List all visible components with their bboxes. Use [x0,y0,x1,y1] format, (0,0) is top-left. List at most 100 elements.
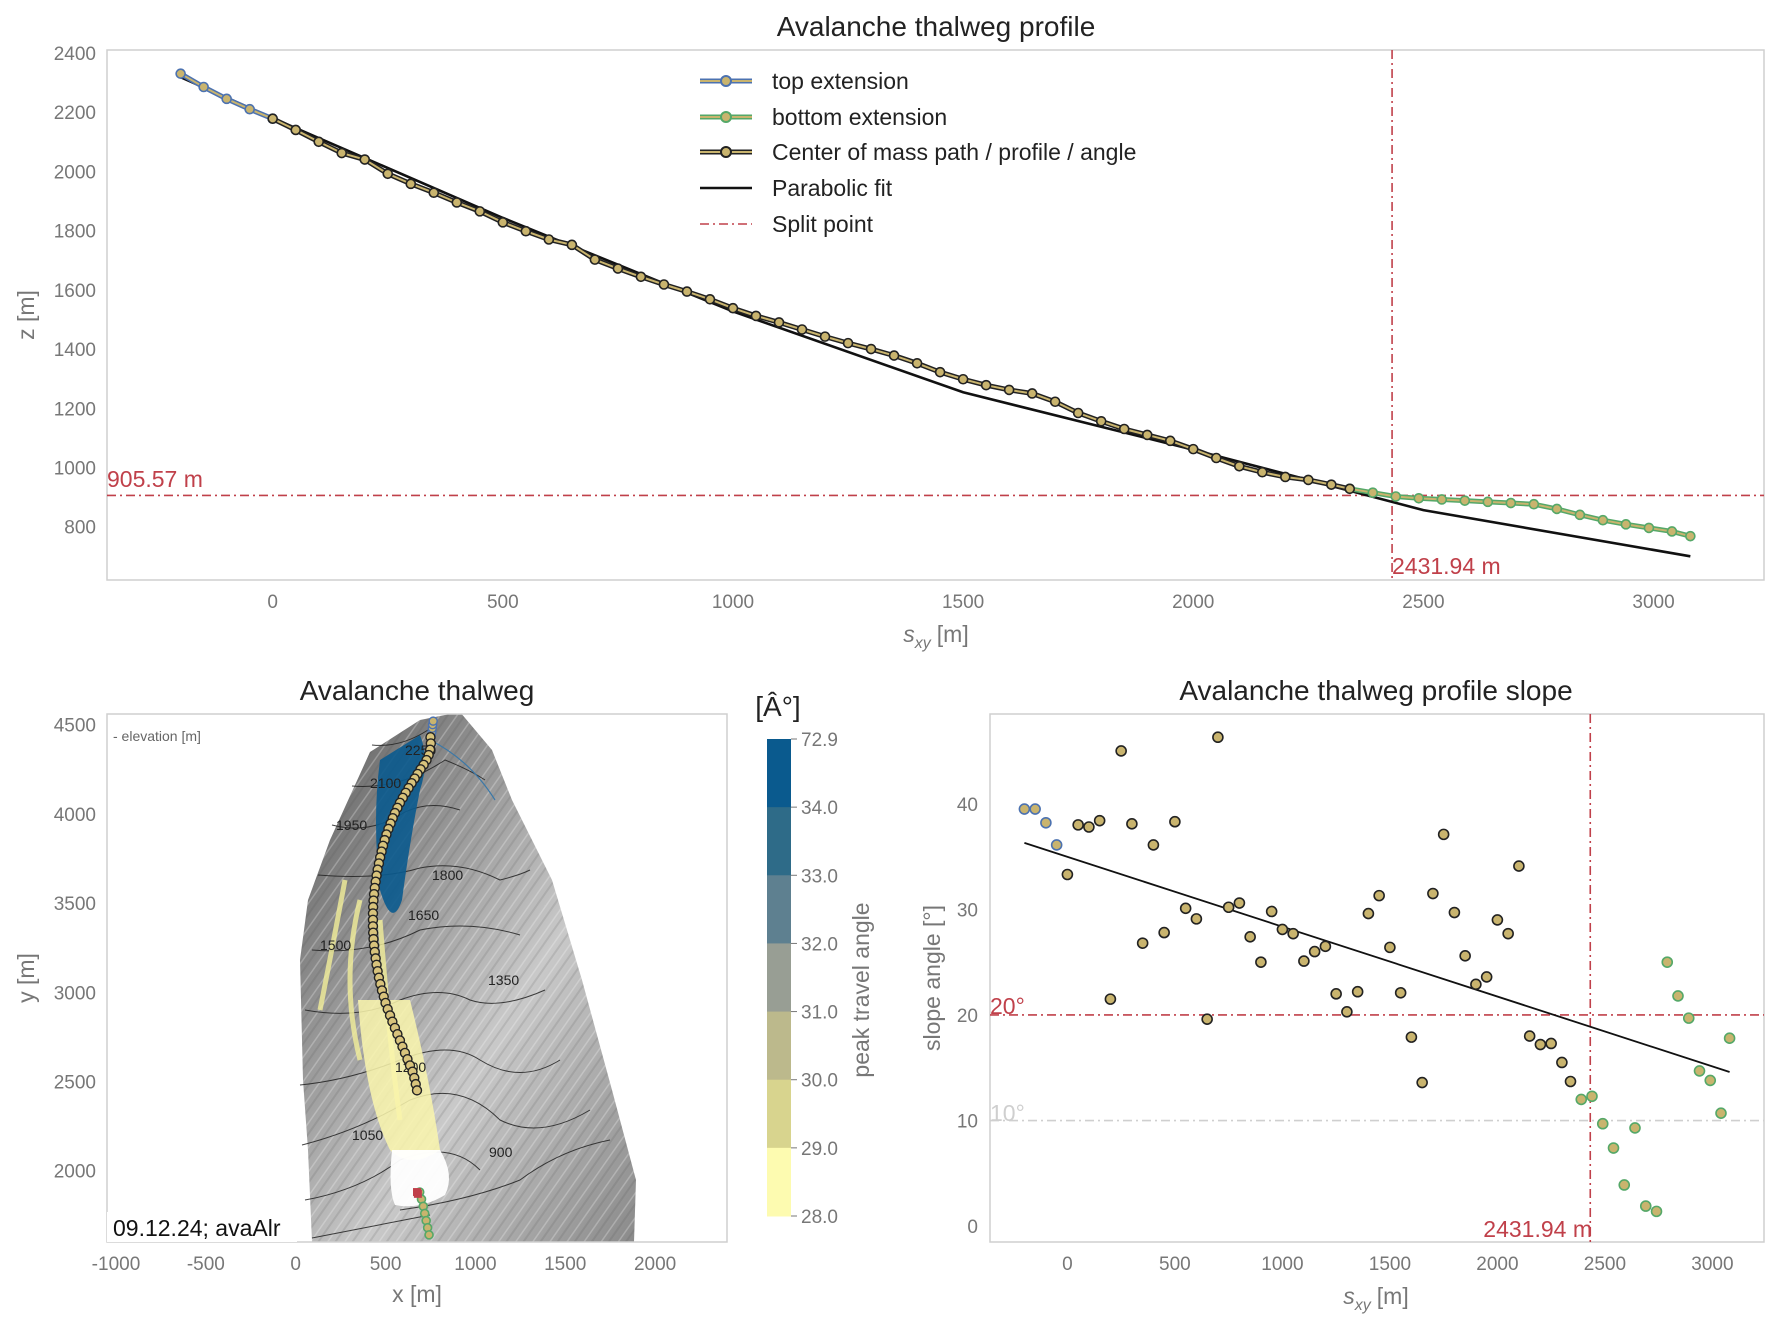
series-0-point-3 [244,103,255,115]
series-2-point-42 [1233,461,1245,472]
profile-x-tick-2: 1000 [712,592,754,613]
series-2-point-29 [934,366,946,378]
series-1-point-3 [1413,492,1425,504]
colorbar-segment-6 [767,1147,791,1217]
slope-series-1-point-2 [1083,821,1095,833]
series-2-point-41 [1210,452,1222,464]
slope-series-1-point-9 [1158,926,1170,939]
slope-series-1-point-37 [1459,950,1471,962]
colorbar-tick-0: 72.9 [801,730,838,751]
slope-series-1-point-28 [1362,907,1375,920]
map-x-ticks: -1000 -500 0 500 1000 1500 2000 [92,1254,677,1275]
map-end-marker-1 [413,1189,422,1198]
profile-x-tick-0: 0 [267,592,278,613]
slope-series-0-point-2 [1040,816,1052,829]
series-2-point-45 [1303,474,1314,486]
slope-series-1-point-46 [1556,1056,1568,1069]
slope-series-2-point-14 [1723,1032,1736,1044]
series-1-point-5 [1459,495,1471,506]
slope-series-2-point-1 [1586,1090,1598,1103]
slope-series-1-point-21 [1287,927,1299,940]
slope-x-tick-1: 500 [1159,1254,1191,1275]
slope-axes-frame [989,713,1765,1243]
colorbar: [Â°] 72.9 34.0 33.0 32.0 31.0 30.0 29.0 28.0 pe… [755,691,874,1228]
slope-plot [990,714,1764,1242]
slope-series-0-point-3 [1050,839,1063,851]
slope-series-1-point-41 [1502,927,1514,940]
series-2-point-25 [842,337,854,349]
series-2-point-39 [1164,435,1176,447]
profile-x-tick-5: 2500 [1402,592,1444,613]
slope-series-1-point-26 [1341,1005,1353,1018]
slope-x-tick-3: 1500 [1369,1254,1411,1275]
profile-x-tick-1: 500 [487,592,519,613]
slope-series-2-point-13 [1715,1107,1727,1119]
map-corner-note: - elevation [m] [113,728,201,744]
series-2-point-38 [1141,429,1153,441]
colorbar-segment-2 [767,875,791,944]
slope-series-1-point-40 [1491,914,1504,926]
slope-10-label: 10° [990,1100,1025,1126]
series-1-point-15 [1685,530,1696,542]
slope-y-ticks: 0 10 20 30 40 [957,795,978,1238]
slope-series-1-point-47 [1564,1075,1577,1088]
series-2-point-11 [520,225,532,237]
slope-x-tick-4: 2000 [1476,1254,1518,1275]
slope-series-1-point-42 [1513,860,1525,872]
legend-parabolic-fit: Parabolic fit [772,175,893,201]
colorbar-label: peak travel angle [848,902,874,1077]
slope-series-1-point-22 [1298,955,1310,967]
series-1-point-12 [1620,519,1632,530]
series-2-point-16 [635,271,647,283]
series-2-point-36 [1095,415,1107,427]
series-2-point-2 [313,136,325,148]
slope-y-tick-1: 10 [957,1112,978,1133]
series-1-point-2 [1390,491,1402,502]
slope-series-1-point-32 [1405,1031,1418,1043]
map-x-tick-5: 1500 [544,1254,586,1275]
slope-series-2-point-2 [1596,1117,1609,1130]
slope-series-1-point-16 [1233,897,1246,909]
map-x-tick-3: 500 [370,1254,402,1275]
series-2-point-32 [1003,384,1015,396]
map-x-tick-0: -1000 [92,1254,141,1275]
profile-x-tick-3: 1500 [942,592,984,613]
slope-series-1-point-36 [1448,906,1461,919]
profile-title: Avalanche thalweg profile [777,11,1096,42]
slope-series-1-point-11 [1179,902,1192,915]
slope-series-2-point-10 [1682,1012,1695,1024]
series-2-point-20 [727,302,739,314]
map-x-tick-6: 2000 [634,1254,676,1275]
profile-panel: Avalanche thalweg profile 0 500 1000 1500 20… [13,11,1765,652]
series-2-point-14 [589,254,601,265]
series-2-point-37 [1118,423,1130,435]
slope-series-1-point-35 [1437,828,1450,841]
series-2-point-10 [497,217,509,228]
colorbar-segment-5 [767,1079,791,1149]
slope-series-1-point-34 [1427,887,1439,900]
slope-series-1-point-27 [1351,985,1364,998]
map-x-tick-2: 0 [290,1254,301,1275]
map-x-tick-1: -500 [187,1254,225,1275]
profile-plot [107,50,1764,580]
slope-series-2-point-9 [1672,990,1684,1002]
colorbar-tick-1: 34.0 [801,798,838,819]
slope-split-label: 2431.94 m [1483,1216,1592,1242]
slope-series-1-point-13 [1201,1013,1213,1025]
map-path [367,716,438,1240]
slope-series-1-point-17 [1244,931,1256,943]
slope-series-1-point-0 [1061,868,1074,881]
contour-label-6: 1350 [488,972,519,988]
slope-series-2-point-4 [1618,1179,1631,1191]
series-2-point-33 [1026,388,1038,399]
series-1-point-14 [1666,526,1678,537]
profile-y-tick-6: 2000 [54,162,96,183]
slope-series-1-point-39 [1480,971,1493,983]
colorbar-segment-1 [767,807,791,876]
series-2-point-23 [796,324,808,335]
slope-y-tick-4: 40 [957,795,978,816]
series-2-point-19 [704,294,716,305]
map-y-ticks: 2000 2500 3000 3500 4000 4500 [54,716,96,1183]
slope-x-tick-0: 0 [1062,1254,1073,1275]
